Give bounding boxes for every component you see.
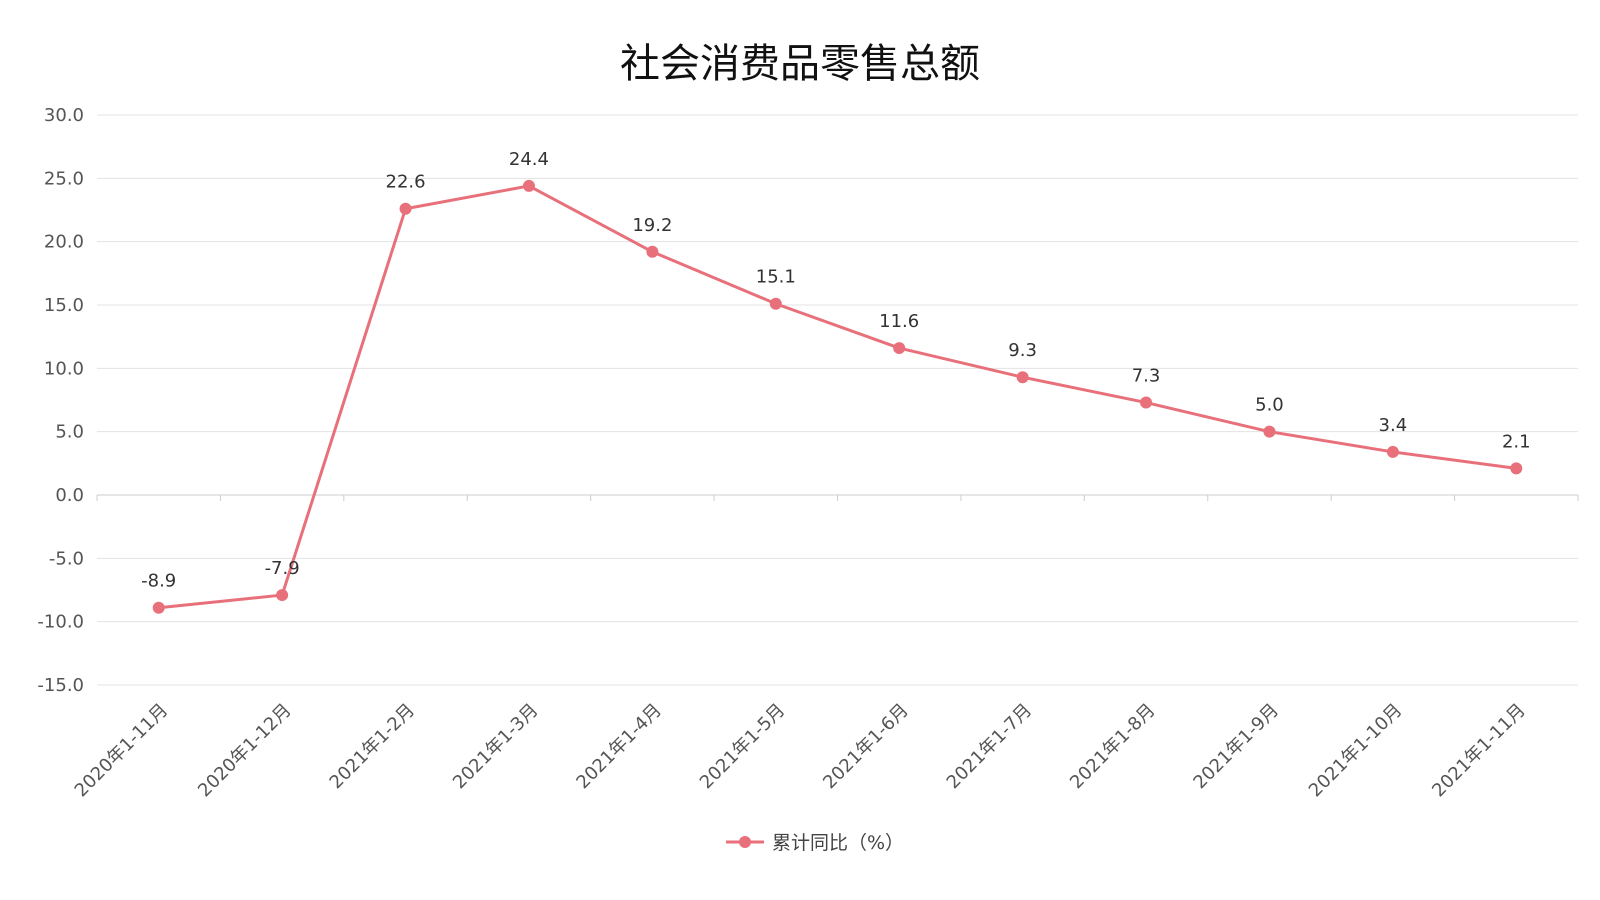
x-tick-label: 2021年1-3月 xyxy=(449,700,542,793)
data-point xyxy=(893,342,906,355)
x-tick-label: 2020年1-12月 xyxy=(194,700,296,802)
x-tick-label: 2021年1-11月 xyxy=(1428,700,1530,802)
x-tick-label: 2021年1-2月 xyxy=(326,700,419,793)
data-point xyxy=(769,297,782,310)
data-point xyxy=(1016,371,1029,384)
data-point xyxy=(152,601,165,614)
data-point xyxy=(1263,425,1276,438)
data-label: 15.1 xyxy=(756,267,796,288)
x-tick-label: 2021年1-5月 xyxy=(696,700,789,793)
legend-point-marker xyxy=(739,836,751,848)
data-label: 24.4 xyxy=(509,149,549,170)
data-label: 7.3 xyxy=(1132,366,1161,387)
data-point xyxy=(1386,445,1399,458)
legend-label: 累计同比（%） xyxy=(772,832,904,854)
data-label: -7.9 xyxy=(265,558,300,579)
data-label: 9.3 xyxy=(1008,340,1037,361)
y-tick-label: 20.0 xyxy=(44,232,84,253)
y-tick-label: 5.0 xyxy=(55,422,84,443)
y-tick-label: 0.0 xyxy=(55,485,84,506)
data-point xyxy=(646,245,659,258)
data-label: 3.4 xyxy=(1379,415,1408,436)
data-point xyxy=(1510,462,1523,475)
data-point xyxy=(399,202,412,215)
chart-title: 社会消费品零售总额 xyxy=(620,41,980,87)
y-tick-label: -15.0 xyxy=(37,675,84,696)
x-tick-label: 2021年1-4月 xyxy=(572,700,665,793)
series-line xyxy=(158,184,1517,610)
data-label: 2.1 xyxy=(1502,431,1531,452)
data-point xyxy=(522,179,535,192)
x-tick-label: 2021年1-6月 xyxy=(819,700,912,793)
data-label: 19.2 xyxy=(632,215,672,236)
x-tick-label: 2021年1-9月 xyxy=(1190,700,1283,793)
data-label: -8.9 xyxy=(141,571,176,592)
data-point xyxy=(276,589,289,602)
data-label: 5.0 xyxy=(1255,395,1284,416)
data-label: 22.6 xyxy=(386,172,426,193)
x-tick-label: 2021年1-8月 xyxy=(1066,700,1159,793)
data-point xyxy=(1140,396,1153,409)
y-tick-label: 15.0 xyxy=(44,295,84,316)
y-tick-label: 25.0 xyxy=(44,168,84,189)
y-tick-label: 30.0 xyxy=(44,105,84,126)
y-tick-label: -10.0 xyxy=(37,612,84,633)
y-tick-label: 10.0 xyxy=(44,358,84,379)
x-tick-label: 2021年1-7月 xyxy=(943,700,1036,793)
x-tick-label: 2021年1-10月 xyxy=(1305,700,1407,802)
y-tick-label: -5.0 xyxy=(49,548,84,569)
x-tick-label: 2020年1-11月 xyxy=(71,700,173,802)
data-label: 11.6 xyxy=(879,311,919,332)
